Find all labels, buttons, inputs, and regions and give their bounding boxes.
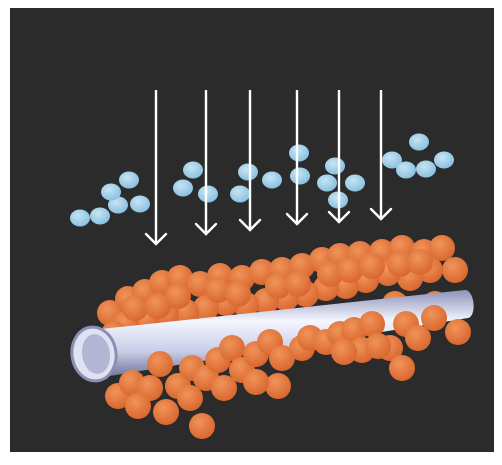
deposition-diagram <box>70 90 474 439</box>
orange-particle-icon <box>145 293 171 319</box>
blue-droplet-icon <box>119 171 139 189</box>
orange-particle-icon <box>407 249 433 275</box>
orange-particle-icon <box>359 311 385 337</box>
down-arrow-icon <box>285 90 309 226</box>
orange-particle-icon <box>211 375 237 401</box>
blue-droplet-icon <box>70 209 90 227</box>
orange-particle-icon <box>285 271 311 297</box>
blue-droplet-icon <box>345 174 365 192</box>
orange-particle-icon <box>122 295 148 321</box>
down-arrow-icon <box>369 90 393 221</box>
blue-droplet-icon <box>108 196 128 214</box>
blue-droplet-icon <box>317 174 337 192</box>
front-particle-layer <box>105 305 471 439</box>
blue-droplet-icon <box>183 161 203 179</box>
blue-droplet-icon <box>101 183 121 201</box>
orange-particle-icon <box>153 399 179 425</box>
orange-particle-icon <box>331 339 357 365</box>
orange-particle-icon <box>219 335 245 361</box>
blue-droplet-icon <box>409 133 429 151</box>
orange-particle-icon <box>265 373 291 399</box>
orange-particle-icon <box>317 261 343 287</box>
orange-particle-icon <box>265 273 291 299</box>
orange-particle-icon <box>205 277 231 303</box>
orange-particle-icon <box>405 325 431 351</box>
blue-droplet-icon <box>289 144 309 162</box>
blue-droplet-icon <box>238 163 258 181</box>
droplet-layer <box>70 133 454 227</box>
down-arrow-icon <box>194 90 218 236</box>
blue-droplet-icon <box>230 185 250 203</box>
blue-droplet-icon <box>198 185 218 203</box>
orange-particle-icon <box>365 333 391 359</box>
orange-particle-icon <box>421 305 447 331</box>
blue-droplet-icon <box>290 167 310 185</box>
blue-droplet-icon <box>382 151 402 169</box>
arrow-layer <box>144 90 393 246</box>
blue-droplet-icon <box>173 179 193 197</box>
down-arrow-icon <box>144 90 168 246</box>
down-arrow-icon <box>238 90 262 232</box>
orange-particle-icon <box>243 369 269 395</box>
blue-droplet-icon <box>325 157 345 175</box>
orange-particle-icon <box>189 413 215 439</box>
orange-particle-icon <box>337 257 363 283</box>
blue-droplet-icon <box>130 195 150 213</box>
blue-droplet-icon <box>434 151 454 169</box>
blue-droplet-icon <box>262 171 282 189</box>
blue-droplet-icon <box>396 161 416 179</box>
orange-particle-icon <box>125 393 151 419</box>
diagram-panel <box>10 8 494 452</box>
blue-droplet-icon <box>90 207 110 225</box>
orange-particle-icon <box>389 355 415 381</box>
orange-particle-icon <box>225 281 251 307</box>
orange-particle-icon <box>429 235 455 261</box>
orange-particle-icon <box>269 345 295 371</box>
orange-particle-icon <box>387 251 413 277</box>
orange-particle-icon <box>359 253 385 279</box>
blue-droplet-icon <box>416 160 436 178</box>
orange-particle-icon <box>442 257 468 283</box>
orange-particle-icon <box>445 319 471 345</box>
orange-particle-icon <box>177 385 203 411</box>
orange-particle-icon <box>165 283 191 309</box>
down-arrow-icon <box>327 90 351 224</box>
orange-particle-icon <box>147 351 173 377</box>
